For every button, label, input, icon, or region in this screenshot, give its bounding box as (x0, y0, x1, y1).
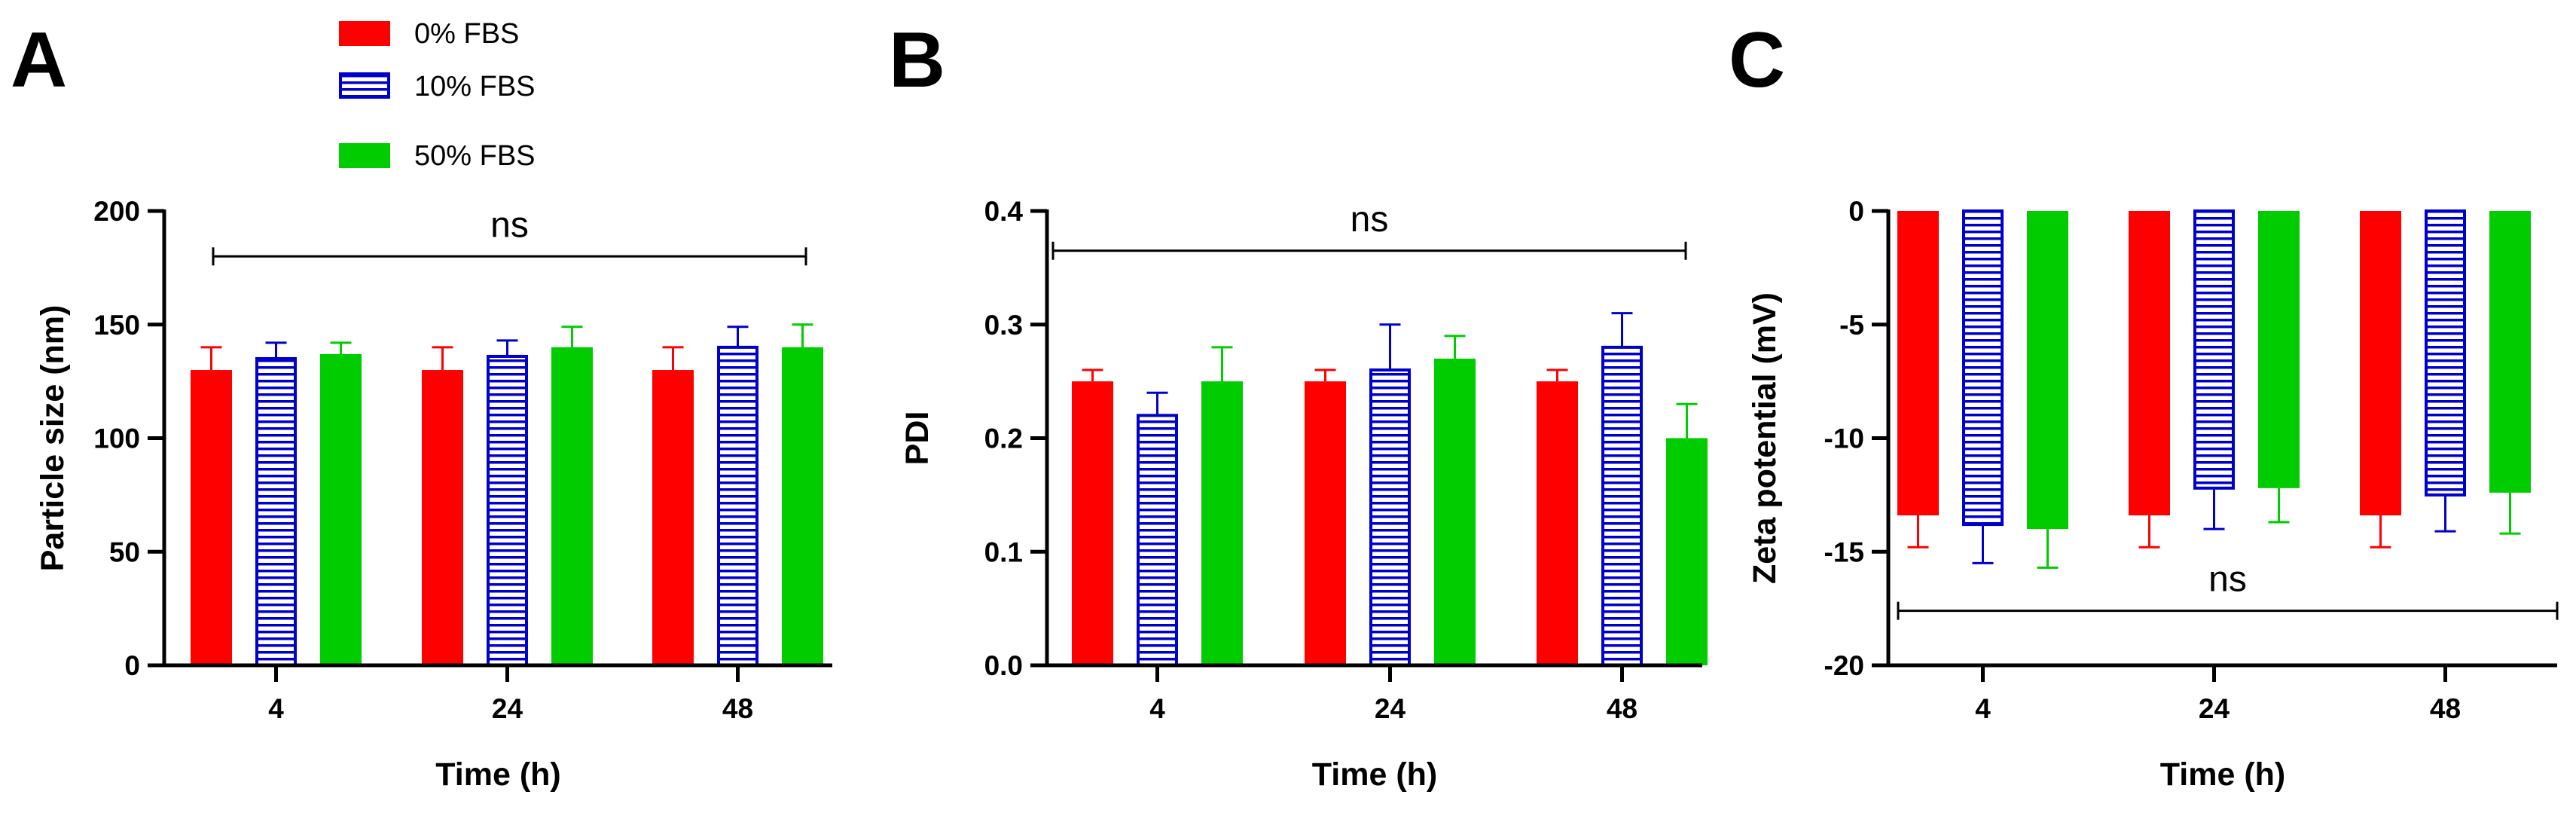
x-tick-label: 48 (1607, 693, 1637, 724)
y-tick-label: 50 (109, 536, 140, 567)
bar-10-fbs-48h (1601, 345, 1643, 667)
panel-label-a: A (11, 17, 67, 104)
bar-0-fbs-24h (422, 370, 463, 665)
x-axis-title: Time (h) (1312, 756, 1437, 793)
bar-10-fbs-24h (1369, 368, 1411, 667)
y-axis-title: Particle size (nm) (35, 305, 71, 572)
legend: 0% FBS 10% FBS 50% FBS (339, 18, 536, 172)
bar-50-fbs-4h (1201, 381, 1243, 665)
legend-label-0: 0% FBS (414, 18, 519, 50)
x-tick-label: 4 (268, 693, 284, 724)
y-tick-label: 0.3 (984, 310, 1023, 341)
y-axis-title: PDI (899, 411, 935, 466)
y-axis-title: Zeta potential (mV) (1747, 292, 1783, 584)
x-tick-label: 48 (2430, 693, 2461, 724)
bar-50-fbs-4h (320, 353, 362, 665)
panel-label-b: B (889, 17, 945, 104)
y-tick-label: -20 (1824, 650, 1864, 681)
chart-panel-c: 0 -5 -10 -15 -20 4 24 48 Time (h) Zeta potential … (1747, 196, 2559, 793)
significance-label: ns (490, 205, 529, 245)
y-tick-label: 0 (1848, 196, 1864, 227)
bar-50-fbs-4h (2027, 211, 2068, 530)
y-tick-label: -5 (1839, 310, 1864, 341)
legend-label-2: 50% FBS (414, 140, 536, 172)
y-tick-label: 0.0 (984, 650, 1023, 681)
significance-label: ns (1351, 200, 1389, 240)
bar-50-fbs-24h (551, 347, 593, 665)
y-tick-label: 0.4 (984, 196, 1024, 227)
bar-50-fbs-48h (2489, 211, 2531, 493)
bar-0-fbs-4h (191, 370, 232, 665)
y-tick-label: 150 (93, 310, 140, 341)
x-tick-label: 24 (492, 693, 523, 724)
panel-label-c: C (1729, 17, 1785, 104)
bar-0-fbs-48h (652, 370, 694, 665)
bar-50-fbs-48h (782, 347, 823, 665)
bar-0-fbs-24h (2129, 211, 2170, 516)
bar-10-fbs-4h (1137, 414, 1178, 667)
x-tick-label: 48 (722, 693, 753, 724)
x-tick-label: 24 (2199, 693, 2230, 724)
y-tick-label: 200 (93, 196, 140, 227)
legend-swatch-2 (339, 143, 390, 168)
bar-0-fbs-48h (1537, 381, 1578, 665)
bar-0-fbs-24h (1305, 381, 1346, 665)
y-tick-label: 0.1 (984, 536, 1023, 567)
x-axis-title: Time (h) (435, 756, 560, 793)
chart-panel-b: 0.0 0.1 0.2 0.3 0.4 4 24 48 Time (h) PDI ns (899, 196, 1708, 793)
x-tick-label: 4 (1149, 693, 1165, 724)
bar-10-fbs-48h (717, 345, 758, 667)
bar-50-fbs-24h (1434, 358, 1476, 665)
chart-panel-a: 0 50 100 150 200 4 24 48 Time (h) Particle size (… (35, 196, 832, 793)
y-tick-label: -15 (1824, 536, 1864, 567)
significance-label: ns (2208, 560, 2247, 600)
bar-10-fbs-4h (1962, 209, 2004, 527)
legend-swatch-0 (339, 21, 390, 46)
bar-0-fbs-4h (1897, 211, 1939, 516)
bar-0-fbs-4h (1072, 381, 1113, 665)
y-tick-label: 0 (124, 650, 140, 681)
y-tick-label: 0.2 (984, 423, 1023, 454)
bar-10-fbs-4h (255, 356, 297, 667)
bar-50-fbs-48h (1666, 438, 1708, 665)
legend-label-1: 10% FBS (414, 71, 536, 102)
bar-10-fbs-24h (2193, 209, 2235, 490)
x-tick-label: 4 (1975, 693, 1991, 724)
x-tick-label: 24 (1375, 693, 1406, 724)
bar-0-fbs-48h (2360, 211, 2401, 516)
y-tick-label: -10 (1824, 423, 1864, 454)
bar-10-fbs-48h (2425, 209, 2466, 497)
legend-swatch-1 (339, 72, 390, 99)
x-axis-title: Time (h) (2160, 756, 2285, 793)
bar-10-fbs-24h (487, 354, 528, 667)
bar-50-fbs-24h (2258, 211, 2300, 488)
y-tick-label: 100 (93, 423, 140, 454)
